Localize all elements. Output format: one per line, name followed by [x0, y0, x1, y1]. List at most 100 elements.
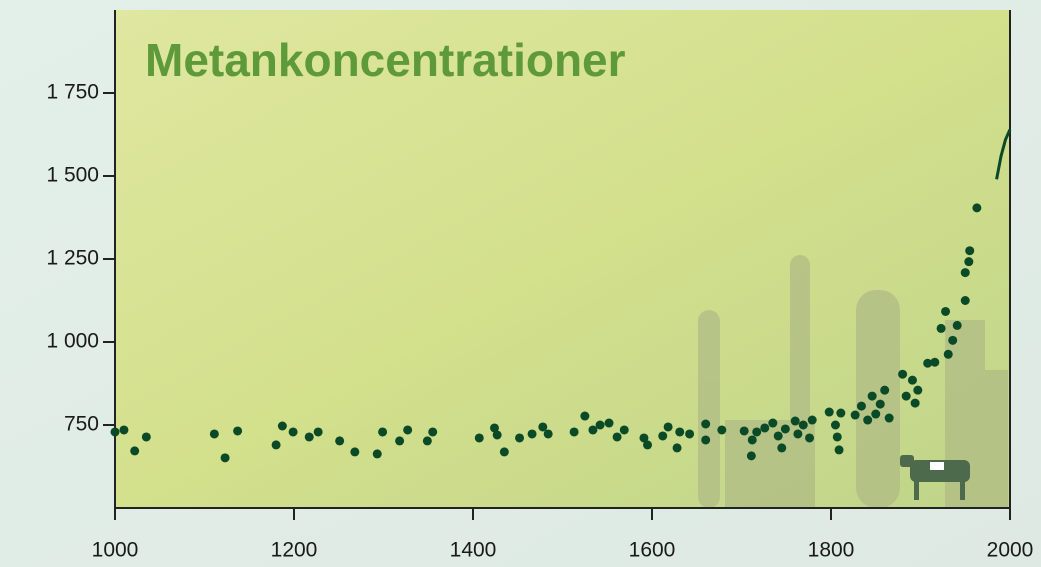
data-point — [773, 431, 783, 441]
data-point — [913, 385, 923, 395]
data-point — [790, 416, 800, 426]
y-tick-label: 1 500 — [46, 164, 99, 187]
data-point — [875, 399, 885, 409]
data-point — [515, 433, 525, 443]
data-point — [901, 391, 911, 401]
data-point — [836, 408, 846, 418]
data-point — [220, 453, 230, 463]
data-point — [807, 415, 817, 425]
data-point — [898, 369, 908, 379]
data-point — [798, 420, 808, 430]
data-point — [538, 422, 548, 432]
data-point — [643, 440, 653, 450]
data-point — [850, 410, 860, 420]
data-point — [350, 447, 360, 457]
data-point — [832, 432, 842, 442]
data-point — [569, 427, 579, 437]
data-point — [805, 433, 815, 443]
data-point — [271, 440, 281, 450]
data-point — [930, 357, 940, 367]
data-point — [867, 391, 877, 401]
data-point — [685, 429, 695, 439]
x-tick-label: 1800 — [808, 539, 855, 562]
cow — [900, 455, 970, 500]
data-point — [639, 433, 649, 443]
data-point — [233, 426, 243, 436]
data-point — [395, 436, 405, 446]
data-point — [403, 425, 413, 435]
data-point — [960, 296, 970, 305]
y-tick-label: 1 750 — [46, 81, 99, 104]
data-point — [907, 375, 917, 385]
data-point — [780, 424, 790, 434]
data-point — [130, 446, 140, 456]
data-point — [884, 413, 894, 423]
x-tick-label: 1200 — [271, 539, 318, 562]
data-point — [768, 418, 778, 428]
data-point — [880, 385, 890, 395]
data-point — [701, 419, 711, 429]
data-point — [277, 421, 287, 431]
x-tick-label: 1600 — [629, 539, 676, 562]
chart-title: Metankoncentrationer — [145, 34, 626, 86]
data-point — [619, 425, 629, 435]
data-point — [335, 436, 345, 446]
data-point — [952, 320, 962, 330]
data-point — [588, 425, 598, 435]
data-point — [499, 447, 509, 457]
data-point — [378, 427, 388, 437]
data-point — [834, 445, 844, 455]
data-point — [304, 432, 314, 442]
data-point — [871, 409, 881, 419]
data-point — [110, 427, 120, 437]
data-point — [209, 429, 219, 439]
data-point — [119, 425, 129, 435]
data-point — [604, 418, 614, 428]
data-point — [739, 426, 749, 436]
data-point — [543, 429, 553, 439]
data-point — [960, 268, 970, 278]
data-point — [580, 411, 590, 421]
data-point — [372, 449, 382, 459]
data-point — [863, 415, 873, 425]
data-point — [527, 429, 537, 439]
data-point — [923, 358, 933, 368]
data-point — [943, 349, 953, 359]
data-point — [746, 451, 756, 461]
data-point — [965, 246, 975, 256]
data-point — [747, 435, 757, 445]
x-tick-label: 1000 — [92, 539, 139, 562]
data-point — [760, 423, 770, 433]
y-tick-label: 750 — [64, 413, 99, 436]
data-point — [492, 430, 502, 440]
data-point — [474, 433, 484, 443]
data-point — [964, 257, 974, 267]
data-point — [777, 443, 787, 453]
data-point — [941, 306, 951, 316]
data-point — [824, 407, 834, 417]
data-point — [752, 427, 762, 437]
data-point — [972, 203, 982, 213]
data-point — [612, 432, 622, 442]
data-point — [428, 427, 438, 437]
y-tick-label: 1 250 — [46, 247, 99, 270]
data-point — [701, 435, 711, 445]
data-point — [141, 432, 151, 442]
data-point — [672, 443, 682, 453]
data-point — [422, 436, 432, 446]
data-point — [948, 335, 958, 345]
data-point — [910, 398, 920, 408]
trend-line — [995, 128, 1012, 180]
factory-silhouette — [698, 255, 1008, 508]
data-point — [675, 427, 685, 437]
data-point — [595, 420, 605, 430]
data-point — [830, 420, 840, 430]
data-point — [663, 422, 673, 432]
data-point — [489, 423, 499, 433]
data-point — [288, 427, 298, 437]
data-point — [793, 429, 803, 439]
data-point — [717, 425, 727, 435]
x-tick-label: 1400 — [450, 539, 497, 562]
data-point — [313, 427, 323, 437]
